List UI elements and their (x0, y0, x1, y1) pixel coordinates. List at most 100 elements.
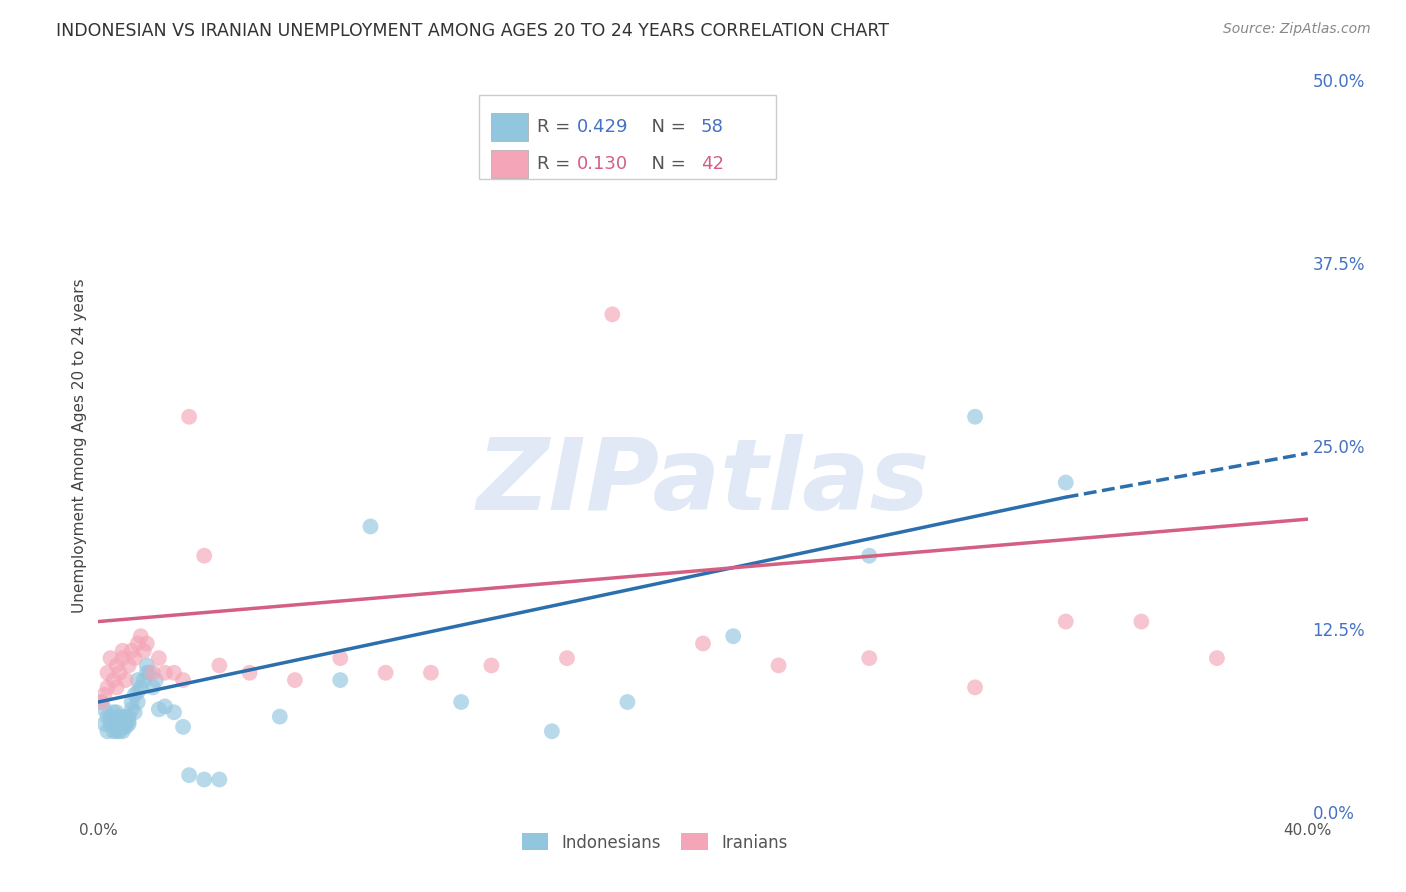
Point (145, 673, 167, 687)
Point (127, 636, 149, 650)
Point (127, 685, 149, 699)
Point (111, 724, 134, 739)
Point (105, 714, 128, 728)
Point (148, 651, 170, 665)
Point (111, 714, 134, 728)
Y-axis label: Unemployment Among Ages 20 to 24 years: Unemployment Among Ages 20 to 24 years (72, 278, 87, 614)
Point (124, 651, 146, 665)
Point (360, 519, 382, 533)
Point (105, 681, 128, 695)
Point (118, 709, 141, 723)
Point (965, 409, 987, 424)
Point (858, 651, 880, 665)
Legend: Indonesians, Iranians: Indonesians, Iranians (515, 827, 794, 858)
Point (96, 724, 118, 739)
Point (96, 681, 118, 695)
Point (96, 709, 118, 723)
Point (148, 702, 170, 716)
Point (114, 720, 136, 734)
Point (121, 695, 143, 709)
Point (1054, 615, 1077, 629)
Point (111, 651, 134, 665)
Text: 42: 42 (700, 155, 724, 173)
Point (163, 665, 186, 680)
Point (172, 720, 194, 734)
Point (135, 636, 157, 650)
Point (208, 772, 231, 787)
Point (103, 673, 125, 687)
Point (129, 629, 152, 643)
Point (100, 709, 122, 723)
Point (540, 724, 562, 739)
Point (108, 665, 131, 680)
Point (1206, 651, 1229, 665)
Point (284, 673, 307, 687)
Point (179, 768, 201, 782)
Point (153, 699, 176, 714)
Point (692, 636, 714, 650)
FancyBboxPatch shape (492, 113, 527, 141)
Point (124, 705, 146, 719)
Point (114, 717, 136, 731)
Point (108, 724, 131, 739)
Point (965, 681, 987, 695)
Point (450, 695, 472, 709)
Text: 58: 58 (700, 118, 724, 136)
Point (555, 651, 578, 665)
Point (93, 717, 115, 731)
Point (127, 673, 149, 687)
Point (103, 717, 125, 731)
Point (108, 717, 131, 731)
Point (108, 720, 131, 734)
FancyBboxPatch shape (479, 95, 776, 179)
Point (105, 658, 128, 673)
Point (105, 705, 128, 719)
Point (111, 720, 134, 734)
Point (153, 665, 176, 680)
Point (768, 658, 790, 673)
Point (193, 549, 215, 563)
Point (121, 644, 143, 658)
Point (193, 772, 215, 787)
Point (100, 651, 122, 665)
Point (142, 665, 165, 680)
Point (93, 688, 115, 702)
Point (103, 724, 125, 739)
Text: 0.130: 0.130 (578, 155, 628, 173)
Point (96, 665, 118, 680)
Point (108, 709, 131, 723)
Point (132, 673, 155, 687)
Point (329, 673, 352, 687)
Point (208, 658, 231, 673)
Point (129, 681, 152, 695)
Point (135, 665, 157, 680)
Point (121, 702, 143, 716)
Point (616, 695, 638, 709)
Point (118, 658, 141, 673)
Point (132, 644, 155, 658)
Text: ZIPatlas: ZIPatlas (477, 434, 929, 531)
Point (103, 705, 125, 719)
Point (602, 307, 624, 321)
Point (118, 714, 141, 728)
Text: N =: N = (640, 155, 692, 173)
Point (420, 665, 443, 680)
Point (124, 688, 146, 702)
Point (90, 695, 112, 709)
Point (1054, 475, 1077, 490)
Point (1130, 615, 1153, 629)
Point (105, 724, 128, 739)
Point (111, 644, 134, 658)
Point (481, 658, 503, 673)
Point (114, 709, 136, 723)
FancyBboxPatch shape (492, 150, 527, 178)
Point (139, 665, 162, 680)
Point (723, 629, 745, 643)
Point (127, 695, 149, 709)
Point (142, 681, 165, 695)
Point (269, 709, 291, 723)
Text: 0.429: 0.429 (578, 118, 628, 136)
Point (329, 651, 352, 665)
Point (100, 717, 122, 731)
Text: N =: N = (640, 118, 692, 136)
